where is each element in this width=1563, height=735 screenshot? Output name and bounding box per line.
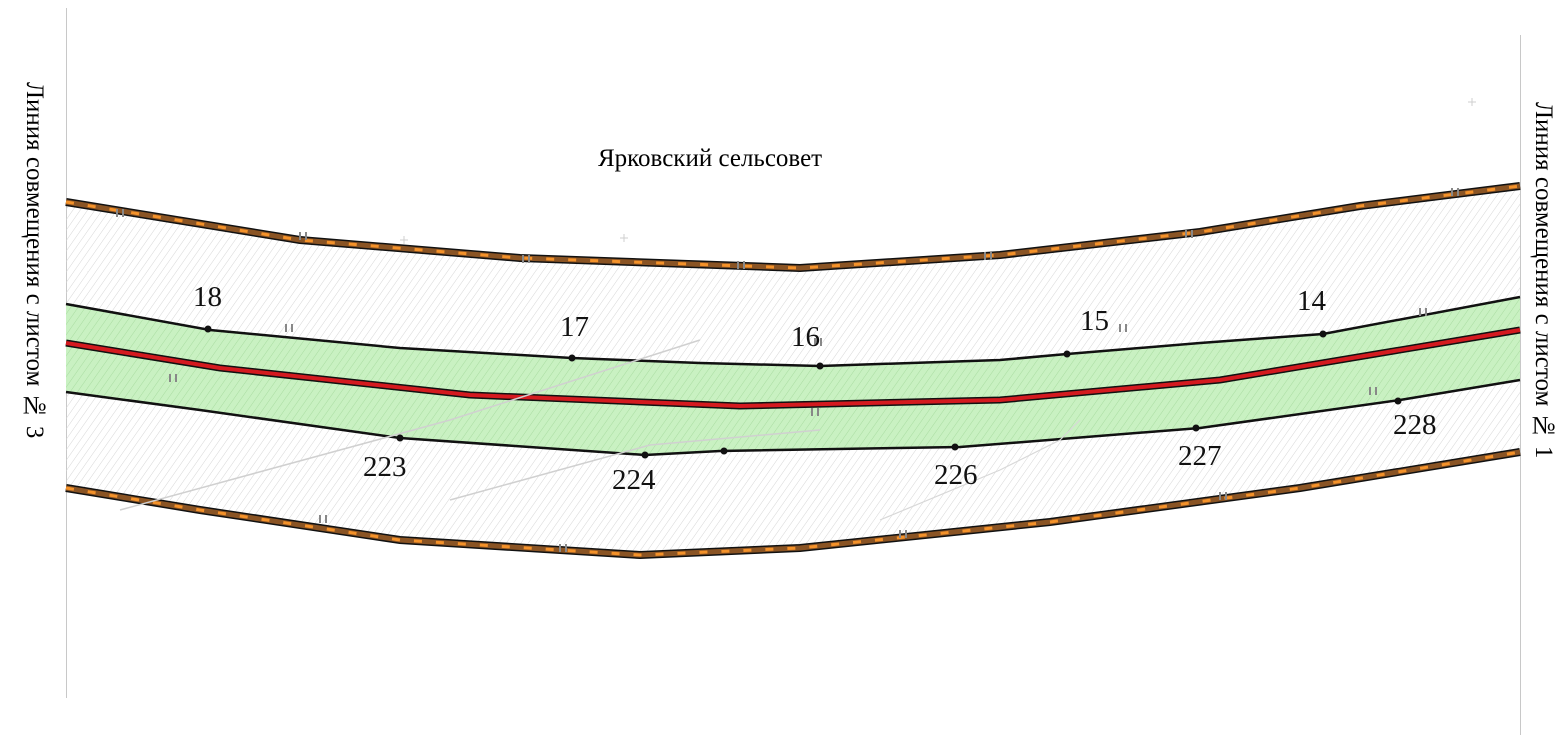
tick-marks [116, 188, 1459, 552]
point-label-226: 226 [934, 459, 978, 491]
left-match-line-label: Линия совмещения с листом № 3 [21, 82, 48, 439]
point-label-16: 16 [791, 321, 820, 353]
point-label-228: 228 [1393, 409, 1437, 441]
map-canvas: 18 17 16 15 14 223 224 226 227 228 [65, 98, 1521, 560]
right-frame-line [1520, 35, 1521, 735]
region-title: Ярковский сельсовет [598, 145, 823, 172]
point-label-18: 18 [193, 281, 222, 313]
point-label-17: 17 [560, 311, 589, 343]
grid-crosses [400, 98, 1476, 244]
right-match-line-label: Линия совмещения с листом № 1 [1530, 102, 1557, 459]
green-corridor [66, 297, 1520, 455]
point-label-227: 227 [1178, 440, 1222, 472]
point-label-224: 224 [612, 464, 656, 496]
point-label-15: 15 [1080, 305, 1109, 337]
point-label-223: 223 [363, 451, 407, 483]
point-label-14: 14 [1297, 285, 1327, 317]
lower-edge-line [65, 378, 1521, 457]
road-line [119, 339, 701, 511]
vertex-markers [204, 325, 1402, 459]
